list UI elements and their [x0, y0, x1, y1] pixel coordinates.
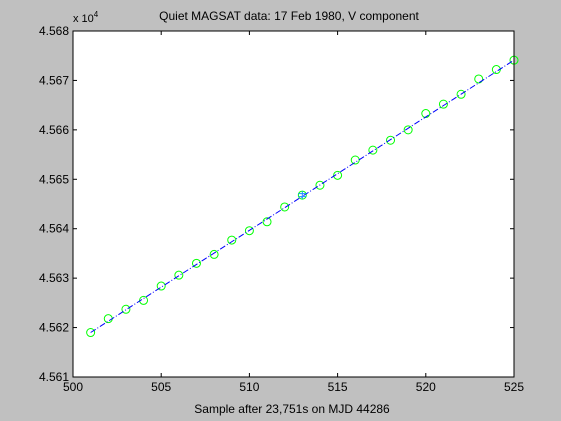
data-point [174, 270, 184, 280]
highlight-marker [298, 191, 307, 200]
y-tick-label: 4.568 [39, 24, 69, 38]
y-tick-label: 4.565 [39, 172, 69, 186]
x-tick-label: 510 [239, 380, 259, 394]
data-point [421, 109, 431, 119]
y-multiplier-base: x 10 [73, 13, 94, 25]
data-point [456, 89, 466, 99]
data-point [333, 170, 343, 180]
x-tick-label: 500 [63, 380, 83, 394]
fit-line [90, 59, 515, 333]
data-point [262, 217, 272, 227]
data-point [280, 202, 290, 212]
x-tick-label: 520 [416, 380, 436, 394]
y-tick-label: 4.567 [39, 73, 69, 87]
data-point [438, 99, 448, 109]
x-tick-label: 515 [328, 380, 348, 394]
y-tick-label: 4.566 [39, 123, 69, 137]
data-point [315, 180, 325, 190]
data-point [191, 258, 201, 268]
y-tick-label: 4.561 [39, 370, 69, 384]
data-point [86, 328, 96, 338]
y-tick-label: 4.563 [39, 271, 69, 285]
y-tick-label: 4.562 [39, 321, 69, 335]
y-axis: 4.561 4.562 4.563 4.564 4.565 4.566 4.567 4.568 [39, 24, 514, 384]
x-axis: 500 505 510 515 520 525 [63, 31, 524, 394]
data-point [368, 145, 378, 155]
plot-area [73, 31, 514, 377]
data-point [491, 65, 501, 75]
data-point [403, 125, 413, 135]
data-point [227, 235, 237, 245]
data-point [121, 304, 131, 314]
x-axis-label: Sample after 23,751s on MJD 44286 [194, 402, 390, 416]
y-multiplier: x 104 [73, 10, 99, 25]
axes-frame [72, 30, 515, 378]
data-point [386, 135, 396, 145]
y-multiplier-exponent: 4 [94, 10, 99, 19]
data-point [139, 295, 149, 305]
axes-background [73, 31, 514, 377]
y-tick-label: 4.564 [39, 222, 69, 236]
data-point [156, 281, 166, 291]
x-tick-label: 525 [504, 380, 524, 394]
chart-title: Quiet MAGSAT data: 17 Feb 1980, V compon… [159, 9, 419, 23]
data-point [244, 226, 254, 236]
x-tick-label: 505 [151, 380, 171, 394]
data-point [474, 74, 484, 84]
data-point [209, 249, 219, 259]
